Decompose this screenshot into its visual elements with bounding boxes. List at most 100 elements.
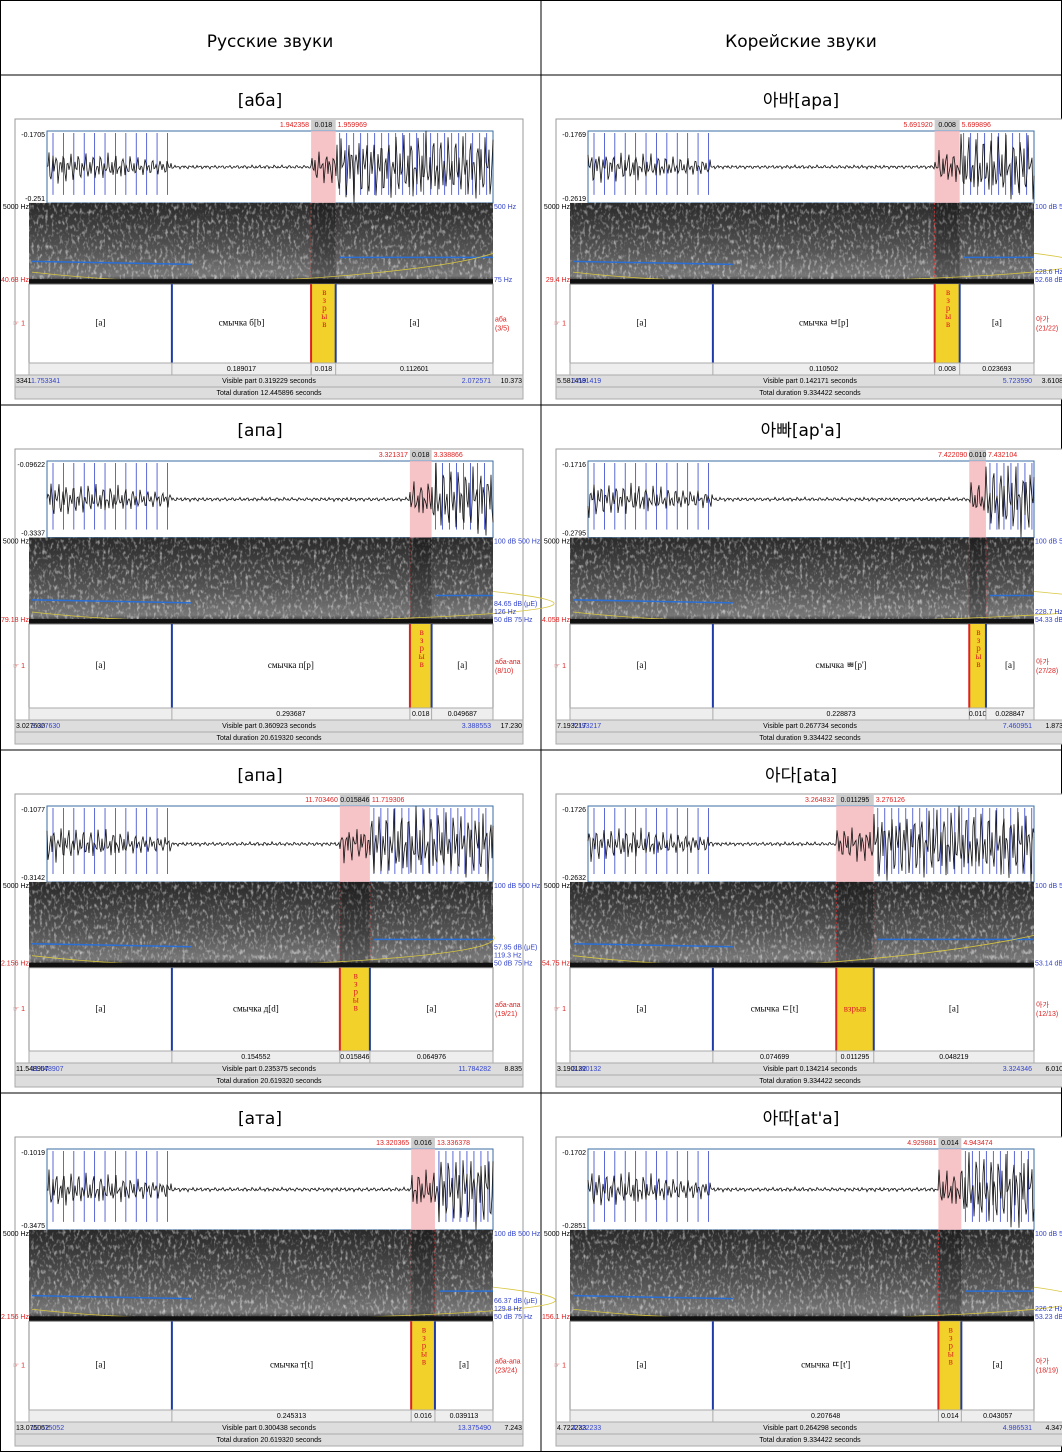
tier-number: ☞ 1	[13, 320, 25, 327]
segment-duration: 0.016	[414, 1413, 432, 1420]
spec-max-label: 5000 Hz	[3, 538, 30, 545]
selection-shade	[969, 538, 986, 624]
spec-max-label: 5000 Hz	[544, 1231, 571, 1238]
praat-panel: [апа]11.7034600.01584611.719306-0.1077-0…	[1, 766, 541, 1087]
spec-right-label: 100 dB 500 Hz	[494, 1231, 541, 1238]
segment-label: взрыв	[417, 627, 427, 667]
selection-end: 5.699896	[962, 122, 991, 129]
segment-duration: 0.014	[941, 1413, 959, 1420]
tier-number: ☞ 1	[13, 663, 25, 670]
total-duration: Total duration 20.619320 seconds	[216, 735, 322, 742]
praat-panel: [апа]3.3213170.0183.338866-0.09622-0.333…	[1, 421, 554, 744]
segment-duration: 0.011295	[841, 1054, 870, 1061]
wave-min-label: -0.2795	[562, 530, 586, 537]
spectrogram-texture	[570, 882, 1034, 968]
spectrogram-texture	[570, 1230, 1034, 1321]
segment-label: [a]	[949, 1003, 959, 1013]
spec-right-label: 66.37 dB (μE)	[494, 1298, 537, 1305]
spec-right-label: 100 dB 500 Hz	[1035, 883, 1062, 890]
spec-max-label: 5000 Hz	[544, 538, 571, 545]
spectrogram-floor	[570, 619, 1034, 624]
visible-part: Visible part 0.267734 seconds	[763, 723, 857, 730]
total-duration: Total duration 20.619320 seconds	[216, 1437, 322, 1444]
spec-right-label: 53.14 dB (μE) 75 Hz	[1035, 961, 1062, 968]
panel-title: 아따[at'a]	[763, 1109, 840, 1129]
segment-label: смычка ㄸ[t']	[801, 1360, 850, 1370]
visible-part: Visible part 0.134214 seconds	[763, 1066, 857, 1073]
wave-min-label: -0.3475	[21, 1223, 45, 1230]
window-end: 10.373	[501, 378, 523, 385]
selection-end: 3.338866	[434, 452, 463, 459]
praat-panel: 아빠[ap'a]7.4220900.0107.432104-0.1716-0.2…	[542, 421, 1062, 744]
visible-start: 11.548907	[31, 1066, 64, 1073]
praat-panel: [ата]13.3203650.01613.336378-0.1019-0.34…	[1, 1109, 556, 1446]
panel-title: [апа]	[237, 421, 282, 441]
selection-end: 4.943474	[963, 1140, 992, 1147]
segment-label: смычка ㅂ[p]	[799, 318, 849, 328]
spec-right-label: 75 Hz	[494, 277, 513, 284]
segment-label: взрыв	[943, 287, 953, 327]
spec-right-label: 129.8 Hz	[494, 1306, 523, 1313]
tier-name: аба-апа	[495, 1357, 521, 1365]
wave-min-label: -0.3337	[21, 530, 45, 537]
segment-duration: 0.018	[315, 366, 333, 373]
window-end: 6.010	[1045, 1066, 1062, 1073]
segment-duration: 0.043057	[983, 1413, 1012, 1420]
segment-label: [a]	[95, 1360, 105, 1370]
praat-panel: 아바[apa]5.6919200.0085.699896-0.1769-0.26…	[544, 91, 1062, 399]
selection-start: 13.320365	[376, 1140, 409, 1147]
window-end: 1.873	[1045, 723, 1062, 730]
segment-label: [a]	[636, 1360, 646, 1370]
segment-duration: 0.293687	[276, 711, 305, 718]
total-duration: Total duration 9.334422 seconds	[759, 1078, 861, 1085]
spec-right-label: 53.23 dB (μE) 75 Hz	[1035, 1314, 1062, 1321]
selection-start: 11.703460	[305, 797, 338, 804]
spectrogram-texture	[570, 538, 1034, 624]
visible-end: 5.723590	[1003, 378, 1032, 385]
segment-label: [a]	[636, 318, 646, 328]
panel-title: 아빠[ap'a]	[761, 421, 842, 441]
selection-start: 1.942358	[280, 122, 309, 129]
wave-max-label: -0.1705	[21, 132, 45, 139]
segment-label: смычка т[t]	[270, 1360, 313, 1370]
segment-label: взрыв	[351, 971, 361, 1011]
duration-row	[570, 708, 1034, 720]
selection-start: 7.422090	[938, 452, 967, 459]
spectrogram-floor	[29, 1316, 493, 1321]
tier-name: 아가	[1036, 657, 1049, 666]
spec-right-label: 119.3 Hz	[494, 953, 522, 960]
segment-label: [a]	[992, 318, 1002, 328]
panel-title: [аба]	[238, 91, 283, 111]
spec-right-label: 100 dB 500 Hz	[1035, 1231, 1062, 1238]
spec-min-label: 2.156 Hz	[1, 961, 30, 968]
selection-duration: 0.016	[414, 1140, 432, 1147]
panel-title: 아바[apa]	[763, 91, 839, 111]
selection-duration: 0.018	[315, 122, 333, 129]
segment-label: взрыв	[319, 287, 329, 327]
segment-label: [a]	[426, 1003, 436, 1013]
spec-min-label: 54.75 Hz	[542, 961, 571, 968]
tier-number: ☞ 1	[13, 1362, 25, 1369]
total-duration: Total duration 20.619320 seconds	[216, 1078, 322, 1085]
column-header: Русские звуки	[207, 32, 334, 52]
duration-row	[570, 1410, 1034, 1422]
segment-label: [a]	[95, 318, 105, 328]
spec-min-label: 4.058 Hz	[542, 617, 571, 624]
visible-part: Visible part 0.319229 seconds	[222, 378, 316, 385]
wave-min-label: -0.2619	[562, 196, 586, 203]
selection-duration: 0.011295	[841, 797, 870, 804]
segment-duration: 0.064976	[417, 1054, 446, 1061]
spec-right-label: 50 dB 75 Hz	[494, 617, 533, 624]
tier-number: ☞ 1	[554, 663, 566, 670]
spec-right-label: 100 dB 500 Hz	[1035, 204, 1062, 211]
page: Русские звуки Корейские звуки [аба]1.942…	[0, 0, 1062, 1452]
spec-min-label: 79.18 Hz	[1, 617, 30, 624]
spec-max-label: 5000 Hz	[544, 204, 571, 211]
segment-duration: 0.245313	[277, 1413, 306, 1420]
total-duration: Total duration 9.334422 seconds	[759, 390, 861, 397]
tier-name: (12/13)	[1036, 1011, 1058, 1018]
tier-name: аба-апа	[495, 658, 521, 666]
spectrogram-texture	[570, 203, 1034, 284]
selection-duration: 0.014	[941, 1140, 959, 1147]
